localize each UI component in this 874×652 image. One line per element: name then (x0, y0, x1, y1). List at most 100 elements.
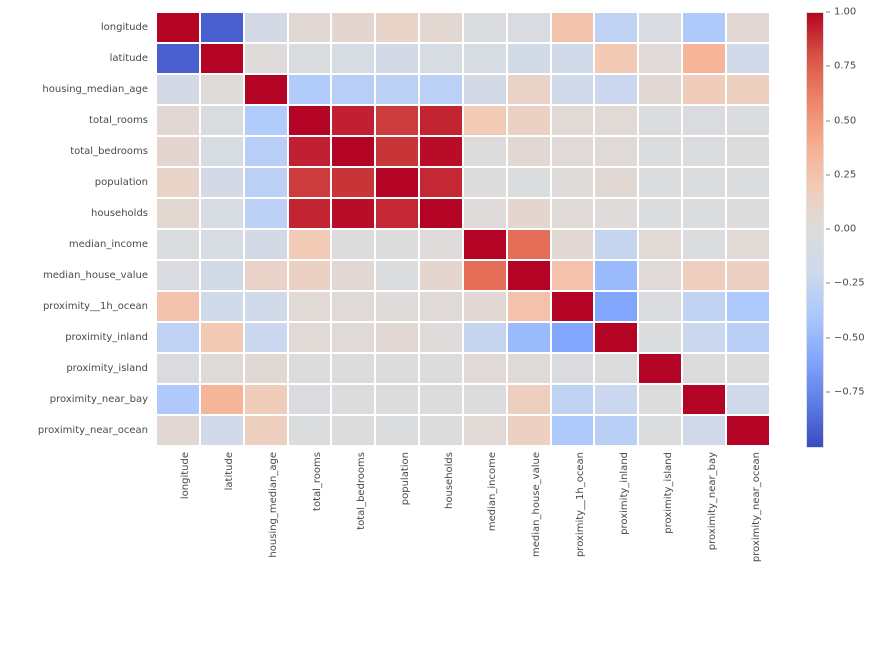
heatmap-cell (638, 322, 682, 353)
heatmap-cell (244, 12, 288, 43)
heatmap-cell (288, 136, 332, 167)
heatmap-row (156, 74, 770, 105)
heatmap-cell (463, 260, 507, 291)
x-axis-label: proximity_island (664, 452, 674, 652)
x-axis-label: longitude (181, 452, 191, 652)
heatmap-cell (288, 322, 332, 353)
heatmap-cell (726, 12, 770, 43)
heatmap-cell (726, 322, 770, 353)
heatmap-cell (463, 43, 507, 74)
heatmap-cell (507, 384, 551, 415)
heatmap-row (156, 229, 770, 260)
heatmap-cell (288, 260, 332, 291)
heatmap-cell (200, 260, 244, 291)
heatmap-cell (594, 353, 638, 384)
heatmap-cell (507, 74, 551, 105)
heatmap-cell (375, 167, 419, 198)
heatmap-cell (375, 384, 419, 415)
heatmap-cell (200, 415, 244, 446)
heatmap-cell (419, 229, 463, 260)
heatmap-cell (551, 384, 595, 415)
heatmap-cell (507, 43, 551, 74)
colorbar-tick-label: −0.50 (834, 332, 865, 343)
heatmap-row (156, 12, 770, 43)
heatmap-cell (682, 291, 726, 322)
heatmap-cell (331, 136, 375, 167)
heatmap-cell (551, 291, 595, 322)
colorbar-tick: 0.00 (826, 224, 856, 235)
heatmap-cell (638, 43, 682, 74)
colorbar-tick-mark (826, 12, 830, 13)
heatmap-cell (200, 198, 244, 229)
heatmap-cell (551, 322, 595, 353)
heatmap-cell (331, 229, 375, 260)
heatmap-cell (682, 167, 726, 198)
heatmap-cell (288, 43, 332, 74)
x-axis-label: households (445, 452, 455, 652)
heatmap-cell (375, 322, 419, 353)
colorbar-tick-mark (826, 391, 830, 392)
heatmap-cell (331, 12, 375, 43)
heatmap-cell (726, 229, 770, 260)
heatmap-cell (594, 136, 638, 167)
x-axis-label: proximity_near_bay (708, 452, 718, 652)
heatmap-cell (507, 415, 551, 446)
heatmap-cell (463, 322, 507, 353)
heatmap-cell (156, 74, 200, 105)
heatmap-cell (463, 229, 507, 260)
heatmap-cell (507, 136, 551, 167)
x-axis-label: proximity_inland (620, 452, 630, 652)
heatmap-cell (375, 43, 419, 74)
heatmap-cell (156, 105, 200, 136)
heatmap-cell (726, 291, 770, 322)
heatmap-cell (507, 353, 551, 384)
heatmap-cell (331, 105, 375, 136)
heatmap-cell (244, 198, 288, 229)
heatmap-cell (288, 12, 332, 43)
heatmap-cell (726, 43, 770, 74)
colorbar-tick-label: 0.00 (834, 224, 856, 235)
heatmap-cell (507, 291, 551, 322)
heatmap-cell (594, 384, 638, 415)
heatmap-cell (682, 229, 726, 260)
heatmap-cell (638, 12, 682, 43)
colorbar-tick-label: 0.25 (834, 169, 856, 180)
colorbar-tick-mark (826, 66, 830, 67)
heatmap-cell (726, 384, 770, 415)
x-axis-label: total_rooms (313, 452, 323, 652)
heatmap-row (156, 198, 770, 229)
heatmap-cell (288, 353, 332, 384)
heatmap-cell (551, 136, 595, 167)
heatmap-cell (331, 415, 375, 446)
heatmap-cell (244, 43, 288, 74)
y-axis-label: latitude (110, 43, 148, 74)
heatmap-cell (419, 43, 463, 74)
heatmap-cell (156, 198, 200, 229)
heatmap-cell (419, 291, 463, 322)
heatmap-cell (288, 291, 332, 322)
heatmap-cell (594, 322, 638, 353)
heatmap-cell (638, 384, 682, 415)
heatmap-cell (288, 229, 332, 260)
heatmap-cell (463, 291, 507, 322)
colorbar-tick: 0.50 (826, 115, 856, 126)
heatmap-cell (638, 136, 682, 167)
y-axis-label: total_bedrooms (70, 136, 148, 167)
heatmap-cell (288, 384, 332, 415)
colorbar-tick-label: 0.50 (834, 115, 856, 126)
heatmap-cell (463, 74, 507, 105)
colorbar-tick: 1.00 (826, 7, 856, 18)
heatmap-cell (463, 353, 507, 384)
heatmap-cell (331, 291, 375, 322)
colorbar-tick-label: −0.25 (834, 278, 865, 289)
heatmap-row (156, 353, 770, 384)
y-axis-label: total_rooms (89, 105, 148, 136)
x-axis-label: median_income (488, 452, 498, 652)
heatmap-cell (419, 167, 463, 198)
colorbar: 1.000.750.500.250.00−0.25−0.50−0.75 (806, 12, 824, 448)
heatmap-cell (638, 415, 682, 446)
heatmap-row (156, 384, 770, 415)
heatmap-cell (156, 12, 200, 43)
heatmap-cell (726, 198, 770, 229)
heatmap-cell (507, 198, 551, 229)
